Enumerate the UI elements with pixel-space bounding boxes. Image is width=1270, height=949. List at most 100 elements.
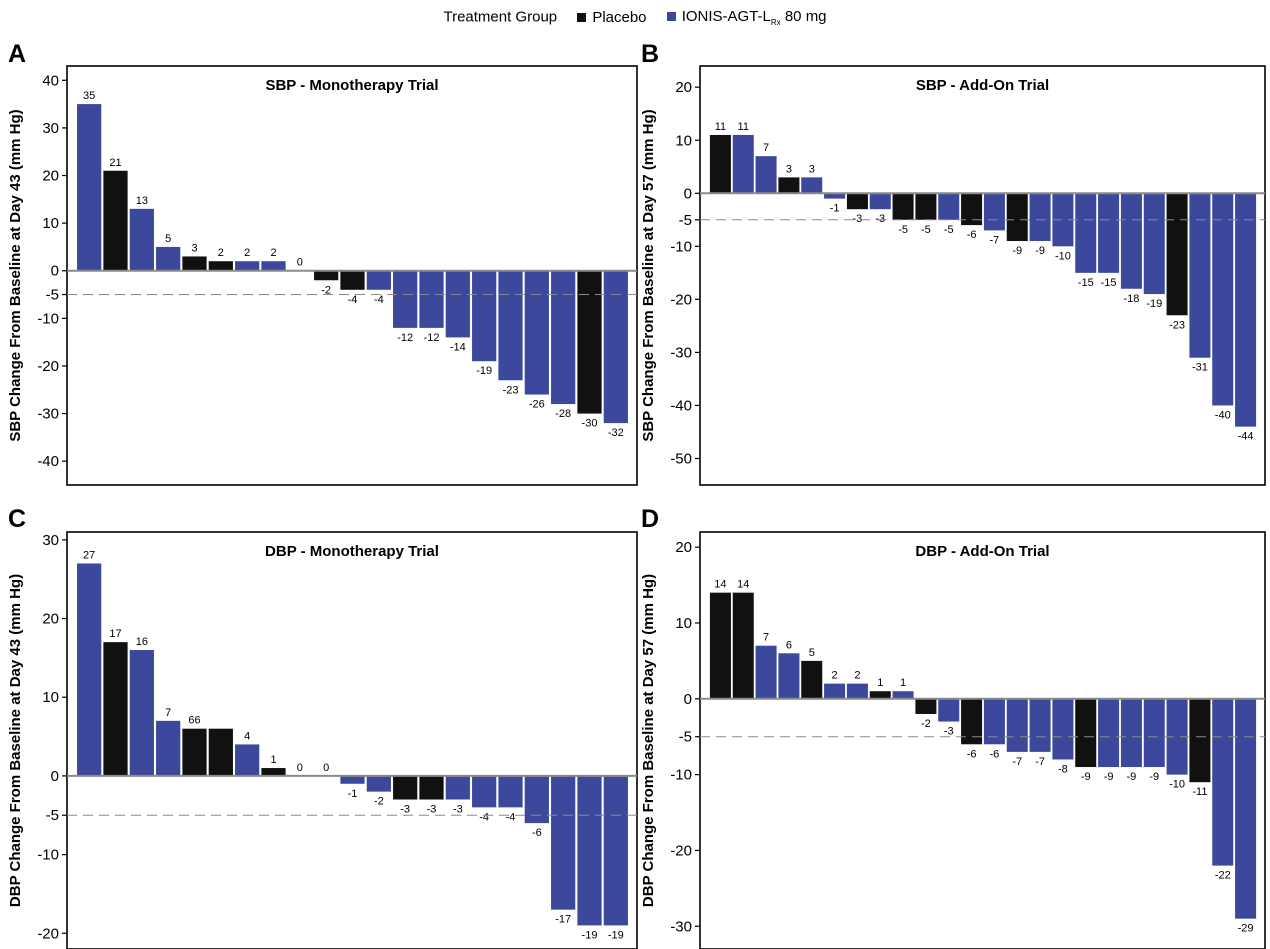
data-label: -28 <box>555 408 571 420</box>
data-label: 1 <box>877 677 883 689</box>
y-tick-label: -10 <box>37 847 59 864</box>
data-label: 21 <box>109 157 121 169</box>
data-label: -6 <box>967 748 977 760</box>
bar <box>869 193 891 210</box>
y-tick-label: 20 <box>42 168 59 185</box>
bar <box>261 768 286 776</box>
bar <box>129 650 154 776</box>
bar <box>778 653 800 699</box>
legend-title: Treatment Group <box>443 8 558 26</box>
bar <box>915 193 937 220</box>
data-label: -22 <box>1215 870 1231 882</box>
bar <box>778 177 800 194</box>
legend-item-placebo: Placebo <box>577 9 647 26</box>
bar <box>1029 193 1051 242</box>
bar <box>551 775 576 910</box>
data-label: -4 <box>374 294 384 306</box>
bar <box>182 256 207 271</box>
y-tick-label: 10 <box>42 689 59 706</box>
bar <box>445 775 470 800</box>
y-tick-label: 30 <box>42 532 59 549</box>
data-label: 35 <box>83 90 95 102</box>
panel-title: SBP - Monotherapy Trial <box>265 77 438 94</box>
legend-swatch-ionis <box>666 11 676 21</box>
data-label: 3 <box>809 163 815 175</box>
bar <box>824 193 846 199</box>
data-label: -2 <box>374 796 384 808</box>
data-label: -5 <box>944 224 954 236</box>
bar <box>1098 193 1120 273</box>
bar <box>709 134 731 194</box>
data-label: 11 <box>738 121 749 133</box>
bar <box>472 775 497 808</box>
y-tick-label: -20 <box>37 358 59 375</box>
y-tick-label: -5 <box>679 212 692 229</box>
data-label: -15 <box>1078 277 1094 289</box>
bar <box>1075 698 1097 768</box>
data-label: 5 <box>809 647 815 659</box>
bar <box>983 193 1005 231</box>
data-label: -40 <box>1215 409 1231 421</box>
y-tick-label: 0 <box>51 263 59 280</box>
bar <box>314 270 339 281</box>
bar <box>1212 698 1234 866</box>
y-tick-label: -40 <box>670 397 692 414</box>
data-label: -23 <box>503 384 519 396</box>
y-tick-label: 20 <box>675 79 692 96</box>
y-tick-label: -5 <box>46 807 59 824</box>
bar <box>498 775 523 808</box>
data-label: 2 <box>270 247 276 259</box>
y-tick-label: -20 <box>670 842 692 859</box>
data-label: -23 <box>1169 319 1185 331</box>
data-label: -44 <box>1238 431 1254 443</box>
data-label: 1 <box>270 754 276 766</box>
data-label: -29 <box>1238 923 1254 935</box>
bar <box>846 683 868 699</box>
y-tick-label: -30 <box>670 918 692 935</box>
bar <box>824 683 846 699</box>
bar <box>938 193 960 220</box>
bar <box>1189 698 1211 783</box>
bar <box>261 261 286 271</box>
panel-a: A SBP - Monotherapy Trial SBP Change From … <box>7 40 638 486</box>
bar <box>419 775 444 800</box>
bar <box>577 775 602 926</box>
bar <box>1166 193 1188 316</box>
data-label: -6 <box>967 229 977 241</box>
bar <box>445 270 470 338</box>
data-label: 0 <box>297 257 303 269</box>
bar <box>340 270 365 290</box>
bar <box>755 156 777 194</box>
data-label: -7 <box>990 234 1000 246</box>
panel-letter: C <box>8 505 26 533</box>
bar <box>1052 193 1074 247</box>
bar <box>366 775 391 792</box>
data-label: -9 <box>1149 771 1159 783</box>
legend-swatch-placebo <box>577 12 587 22</box>
data-label: -1 <box>830 203 840 215</box>
data-label: -3 <box>875 213 885 225</box>
bar <box>129 208 154 271</box>
data-label: -26 <box>529 399 545 411</box>
panel-c: C DBP - Monotherapy Trial DBP Change From … <box>7 505 638 949</box>
bar <box>801 660 823 699</box>
bar <box>103 170 128 271</box>
bar <box>961 698 983 745</box>
bar <box>1006 698 1028 752</box>
bar <box>524 775 549 824</box>
data-label: -9 <box>1012 245 1022 257</box>
panel-title: SBP - Add-On Trial <box>916 77 1049 94</box>
bar <box>208 728 233 776</box>
data-label: 3 <box>191 242 197 254</box>
y-axis-label: SBP Change From Baseline at Day 57 (mm H… <box>640 109 657 441</box>
y-tick-label: -20 <box>37 925 59 942</box>
data-label: 7 <box>165 707 171 719</box>
data-label: -2 <box>321 284 331 296</box>
data-label: -3 <box>853 213 863 225</box>
bar <box>983 698 1005 745</box>
legend-label-ionis-suffix: 80 mg <box>780 8 827 25</box>
data-label: -3 <box>400 804 410 816</box>
data-label: 7 <box>763 632 769 644</box>
data-label: -8 <box>1058 763 1068 775</box>
bar <box>755 645 777 699</box>
